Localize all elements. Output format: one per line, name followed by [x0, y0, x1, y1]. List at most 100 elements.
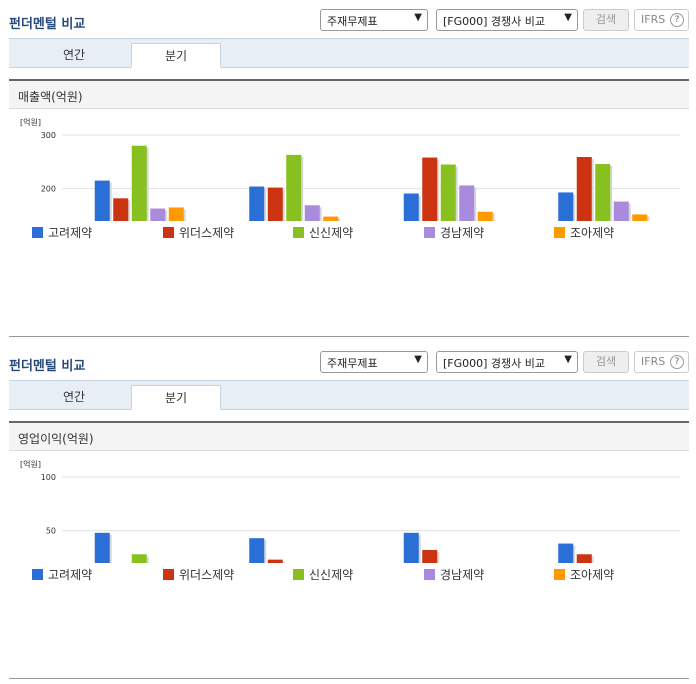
legend-label: 경남제약 [440, 226, 485, 240]
ifrs-label: IFRS [641, 355, 666, 368]
statement-select-value: 주재무제표 [327, 15, 378, 28]
revenue-bar-chart: [억원]01002003002023/062023/092023/122024/… [20, 117, 680, 221]
bar [576, 554, 592, 563]
panel-title: 펀더멘털 비교 [9, 359, 86, 374]
compare-select-value: [FG000] 경쟁사 비교 [443, 15, 546, 28]
legend-swatch [32, 569, 43, 580]
legend-swatch [293, 227, 304, 238]
legend-label: 위더스제약 [179, 226, 235, 240]
legend-label: 위더스제약 [179, 568, 235, 582]
bar [595, 163, 611, 221]
fundamental-panel-operating-profit: 펀더멘털 비교 주재무제표 ▼ [FG000] 경쟁사 비교 ▼ 검색 IFRS… [0, 342, 696, 684]
legend-item[interactable]: 신신제약 [293, 566, 353, 583]
tab-annual[interactable]: 연간 [62, 390, 86, 404]
legend-label: 신신제약 [309, 568, 354, 582]
legend-swatch [554, 227, 565, 238]
help-icon: ? [670, 355, 684, 369]
legend-item[interactable]: 경남제약 [424, 224, 484, 241]
bar [403, 532, 419, 563]
y-tick-label: 300 [41, 131, 56, 140]
chevron-down-icon: ▼ [414, 354, 422, 365]
panel-header: 펀더멘털 비교 주재무제표 ▼ [FG000] 경쟁사 비교 ▼ 검색 IFRS… [0, 342, 696, 380]
legend-item[interactable]: 위더스제약 [163, 224, 234, 241]
legend-swatch [554, 569, 565, 580]
bar [131, 145, 147, 221]
ifrs-button[interactable]: IFRS ? [634, 351, 689, 373]
unit-label: [억원] [20, 459, 41, 469]
bar [440, 164, 456, 221]
chevron-down-icon: ▼ [564, 12, 572, 23]
panel-divider [9, 678, 689, 679]
legend-label: 신신제약 [309, 226, 354, 240]
metric-title: 영업이익(억원) [18, 432, 94, 446]
compare-select[interactable]: [FG000] 경쟁사 비교 ▼ [436, 9, 578, 31]
search-button[interactable]: 검색 [583, 351, 629, 373]
bar [249, 186, 265, 221]
bar [632, 214, 648, 221]
bar [576, 157, 592, 221]
bar [94, 180, 110, 221]
legend-swatch [163, 569, 174, 580]
bar [477, 211, 493, 221]
legend-swatch [163, 227, 174, 238]
legend-item[interactable]: 신신제약 [293, 224, 353, 241]
ifrs-button[interactable]: IFRS ? [634, 9, 689, 31]
legend-item[interactable]: 고려제약 [32, 224, 92, 241]
statement-select[interactable]: 주재무제표 ▼ [320, 351, 428, 373]
compare-select-value: [FG000] 경쟁사 비교 [443, 357, 546, 370]
legend-swatch [293, 569, 304, 580]
legend-swatch [424, 227, 435, 238]
legend-item[interactable]: 위더스제약 [163, 566, 234, 583]
legend-item[interactable]: 조아제약 [554, 224, 614, 241]
legend-item[interactable]: 경남제약 [424, 566, 484, 583]
chart-legend: 고려제약 위더스제약 신신제약 경남제약 조아제약 [0, 224, 696, 244]
bar [286, 154, 302, 221]
bar [422, 157, 438, 221]
bar [94, 532, 110, 563]
tab-annual[interactable]: 연간 [62, 48, 86, 62]
legend-label: 조아제약 [570, 568, 615, 582]
chevron-down-icon: ▼ [414, 12, 422, 23]
statement-select[interactable]: 주재무제표 ▼ [320, 9, 428, 31]
period-tabs: 연간 분기 [9, 380, 689, 410]
metric-header: 영업이익(억원) [9, 421, 689, 451]
bar [168, 207, 184, 221]
legend-item[interactable]: 조아제약 [554, 566, 614, 583]
statement-select-value: 주재무제표 [327, 357, 378, 370]
y-tick-label: 200 [41, 185, 56, 194]
help-icon: ? [670, 13, 684, 27]
bar [403, 193, 419, 221]
bar [304, 205, 320, 221]
bar [267, 559, 283, 563]
legend-label: 고려제약 [48, 226, 93, 240]
bar [558, 543, 574, 563]
bar [113, 198, 129, 221]
period-tabs: 연간 분기 [9, 38, 689, 68]
legend-label: 경남제약 [440, 568, 485, 582]
panel-divider [9, 336, 689, 337]
unit-label: [억원] [20, 117, 41, 127]
legend-item[interactable]: 고려제약 [32, 566, 92, 583]
chevron-down-icon: ▼ [564, 354, 572, 365]
tab-quarterly[interactable]: 분기 [131, 43, 221, 68]
panel-header: 펀더멘털 비교 주재무제표 ▼ [FG000] 경쟁사 비교 ▼ 검색 IFRS… [0, 0, 696, 38]
panel-title: 펀더멘털 비교 [9, 17, 86, 32]
legend-label: 조아제약 [570, 226, 615, 240]
y-tick-label: 100 [41, 473, 56, 482]
bar [323, 216, 339, 221]
compare-select[interactable]: [FG000] 경쟁사 비교 ▼ [436, 351, 578, 373]
tab-quarterly[interactable]: 분기 [131, 385, 221, 410]
bar [613, 201, 629, 221]
bar [131, 554, 147, 563]
bar [558, 192, 574, 221]
bar [267, 187, 283, 221]
legend-label: 고려제약 [48, 568, 93, 582]
operating-profit-bar-chart: [억원]-500501002023/062023/092023/122024/0… [20, 459, 680, 563]
metric-header: 매출액(억원) [9, 79, 689, 109]
bar [249, 538, 265, 563]
chart-legend: 고려제약 위더스제약 신신제약 경남제약 조아제약 [0, 566, 696, 586]
legend-swatch [424, 569, 435, 580]
bar [422, 549, 438, 563]
search-button[interactable]: 검색 [583, 9, 629, 31]
legend-swatch [32, 227, 43, 238]
